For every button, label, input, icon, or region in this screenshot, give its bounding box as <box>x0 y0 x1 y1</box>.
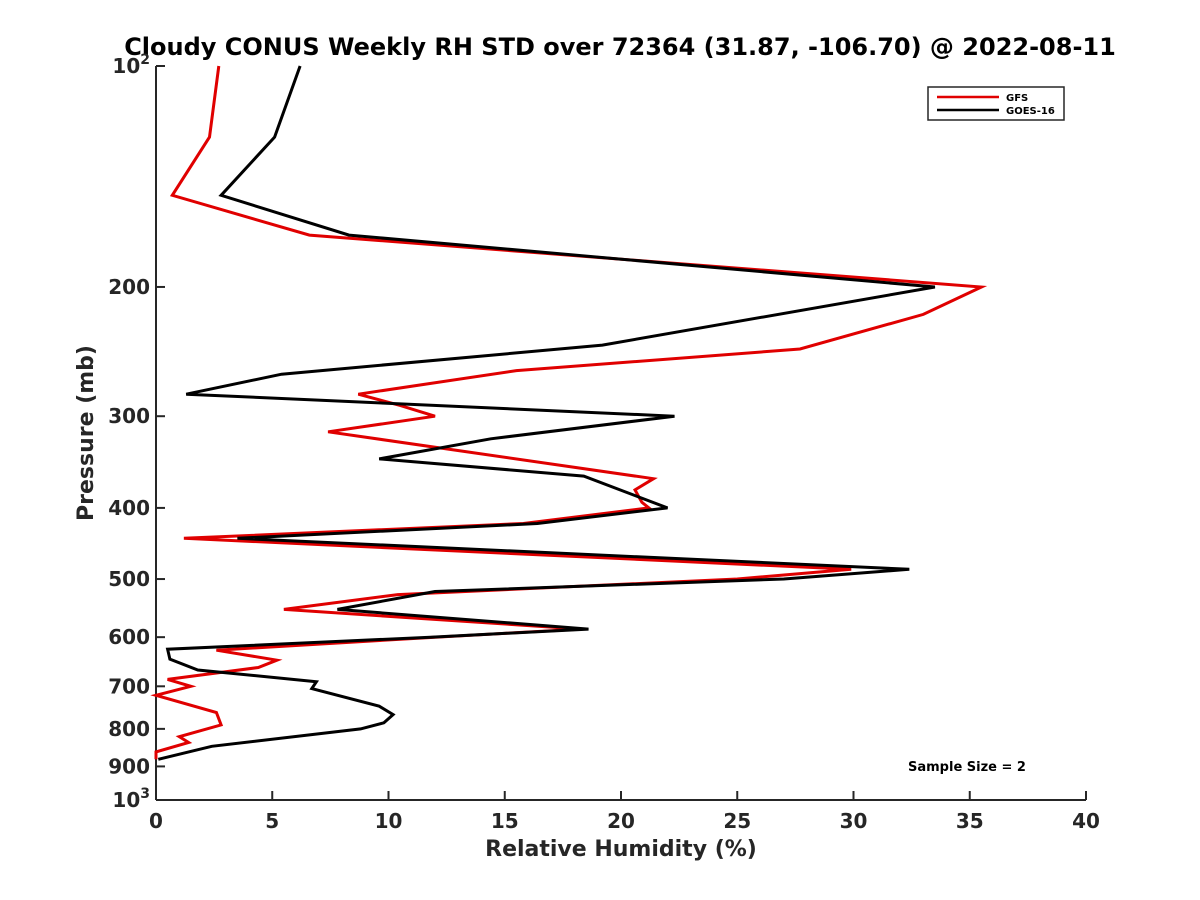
sample-size-annotation: Sample Size = 2 <box>908 760 1026 775</box>
legend: GFS GOES-16 <box>927 86 1065 121</box>
x-tick-label: 30 <box>840 809 868 833</box>
legend-label-gfs: GFS <box>1006 93 1028 104</box>
x-tick-label: 0 <box>149 809 163 833</box>
y-tick-label: 700 <box>108 674 150 698</box>
series-line-gfs <box>150 65 988 760</box>
y-tick-label: 300 <box>108 404 150 428</box>
x-tick-label: 20 <box>607 809 635 833</box>
y-tick-label: 200 <box>108 275 150 299</box>
y-tick-label: 103 <box>112 786 150 812</box>
x-tick-label: 35 <box>956 809 984 833</box>
series-layer <box>150 65 988 761</box>
y-tick-label: 500 <box>108 567 150 591</box>
y-tick-label: 600 <box>108 625 150 649</box>
x-tick-label: 5 <box>265 809 279 833</box>
y-tick-label: 400 <box>108 496 150 520</box>
y-axis-label: Pressure (mb) <box>74 345 99 521</box>
y-tick-label: 800 <box>108 717 150 741</box>
x-axis-label: Relative Humidity (%) <box>485 837 757 862</box>
legend-label-goes16: GOES-16 <box>1006 106 1055 117</box>
y-tick-label: 900 <box>108 754 150 778</box>
x-tick-label: 25 <box>723 809 751 833</box>
x-tick-label: 10 <box>375 809 403 833</box>
x-ticks: 0 5 10 15 20 25 30 35 40 <box>149 791 1100 833</box>
chart-title: Cloudy CONUS Weekly RH STD over 72364 (3… <box>124 33 1116 61</box>
x-tick-label: 40 <box>1072 809 1100 833</box>
series-line-goes16 <box>157 65 936 761</box>
y-tick-label: 102 <box>112 52 150 78</box>
x-tick-label: 15 <box>491 809 519 833</box>
y-ticks: 102 200 300 400 500 600 700 800 900 103 <box>108 52 165 812</box>
axes <box>155 66 1086 801</box>
legend-box <box>927 86 1065 121</box>
